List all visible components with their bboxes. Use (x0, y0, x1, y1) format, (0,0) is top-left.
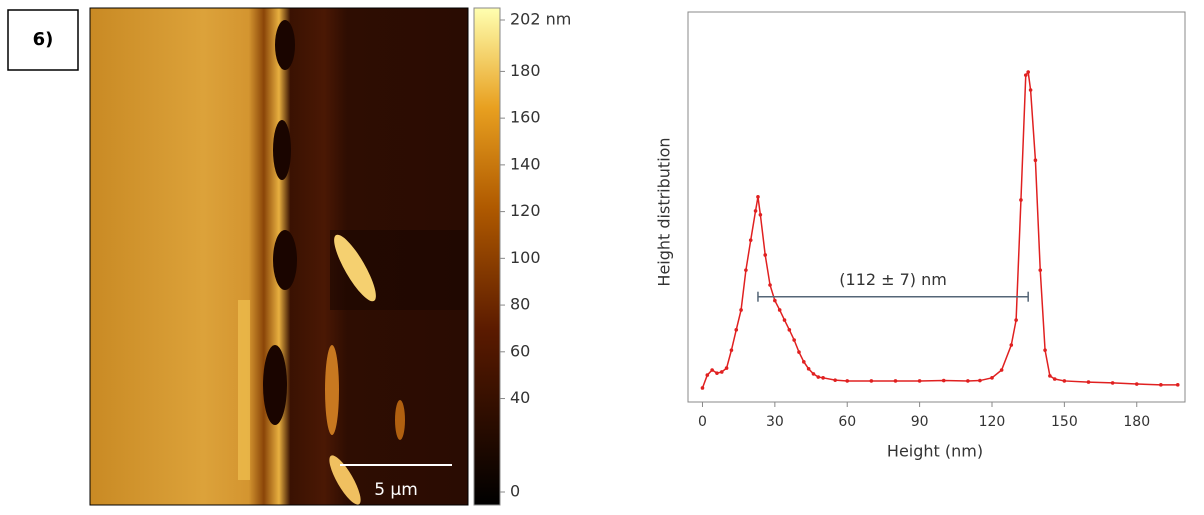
point (744, 268, 748, 272)
point (845, 379, 850, 383)
point (802, 360, 806, 364)
x-tick-label: 60 (838, 414, 856, 430)
point (700, 386, 705, 390)
point (1019, 198, 1023, 202)
point (1086, 380, 1091, 384)
point (748, 238, 753, 242)
point (1009, 343, 1014, 347)
point (1038, 268, 1043, 272)
point (1048, 374, 1052, 378)
colorbar (473, 7, 501, 506)
point (1043, 348, 1047, 352)
point (787, 328, 792, 332)
point (710, 368, 714, 372)
point (1033, 158, 1038, 162)
point (729, 348, 734, 352)
point (724, 366, 729, 370)
point (753, 209, 758, 213)
colorbar-tick-label: 160 (510, 108, 541, 127)
point (1052, 377, 1057, 381)
point (756, 195, 760, 199)
colorbar-tick-label: 120 (510, 201, 541, 220)
point (758, 213, 763, 217)
point (816, 375, 821, 379)
point (1014, 318, 1018, 322)
point (739, 308, 743, 312)
colorbar-tick-label: 140 (510, 154, 541, 173)
point (1026, 70, 1030, 74)
point (833, 378, 837, 382)
point (806, 367, 811, 371)
point (705, 373, 710, 377)
colorbar-tick-label: 80 (510, 295, 530, 314)
y-axis-label: Height distribution (655, 137, 674, 286)
point (773, 298, 777, 303)
panel-label-box (7, 9, 79, 71)
scale-bar-label: 5 µm (374, 480, 418, 500)
point (1159, 383, 1163, 387)
point (1110, 381, 1115, 385)
point (869, 379, 874, 383)
point (1023, 73, 1028, 77)
x-axis-label: Height (nm) (887, 442, 983, 461)
colorbar-tick-label: 40 (510, 388, 530, 407)
point (978, 378, 982, 383)
line (701, 70, 1178, 389)
point (1134, 382, 1139, 386)
point (777, 308, 782, 312)
x-tick-label: 120 (979, 414, 1006, 430)
afm-image (89, 7, 469, 506)
point (792, 338, 796, 342)
point (734, 328, 739, 332)
point (990, 376, 994, 380)
colorbar-tick-label: 100 (510, 248, 541, 267)
x-tick-label: 0 (698, 414, 707, 430)
x-tick-label: 90 (911, 414, 929, 430)
point (768, 283, 772, 287)
colorbar-tick-label: 180 (510, 61, 541, 80)
annotation-text: (112 ± 7) nm (839, 270, 947, 289)
x-tick-label: 30 (766, 414, 784, 430)
x-tick-label: 150 (1051, 414, 1078, 430)
point (917, 379, 922, 383)
point (719, 370, 724, 374)
point (811, 372, 816, 376)
colorbar-tick-label: 60 (510, 341, 530, 360)
point (893, 379, 898, 383)
point (966, 379, 970, 383)
colorbar-tick-label: 202 nm (510, 10, 571, 29)
point (1028, 88, 1033, 92)
panel-label: 6) (33, 29, 54, 50)
point (941, 378, 946, 383)
plot-frame (687, 11, 1186, 403)
point (1062, 379, 1067, 383)
colorbar-tick-label: 0 (510, 482, 520, 501)
point (999, 368, 1004, 372)
point (1175, 383, 1180, 387)
point (782, 318, 787, 322)
point (821, 376, 825, 380)
point (763, 253, 768, 257)
point (797, 350, 801, 354)
x-tick-label: 180 (1123, 414, 1150, 430)
point (715, 371, 719, 375)
